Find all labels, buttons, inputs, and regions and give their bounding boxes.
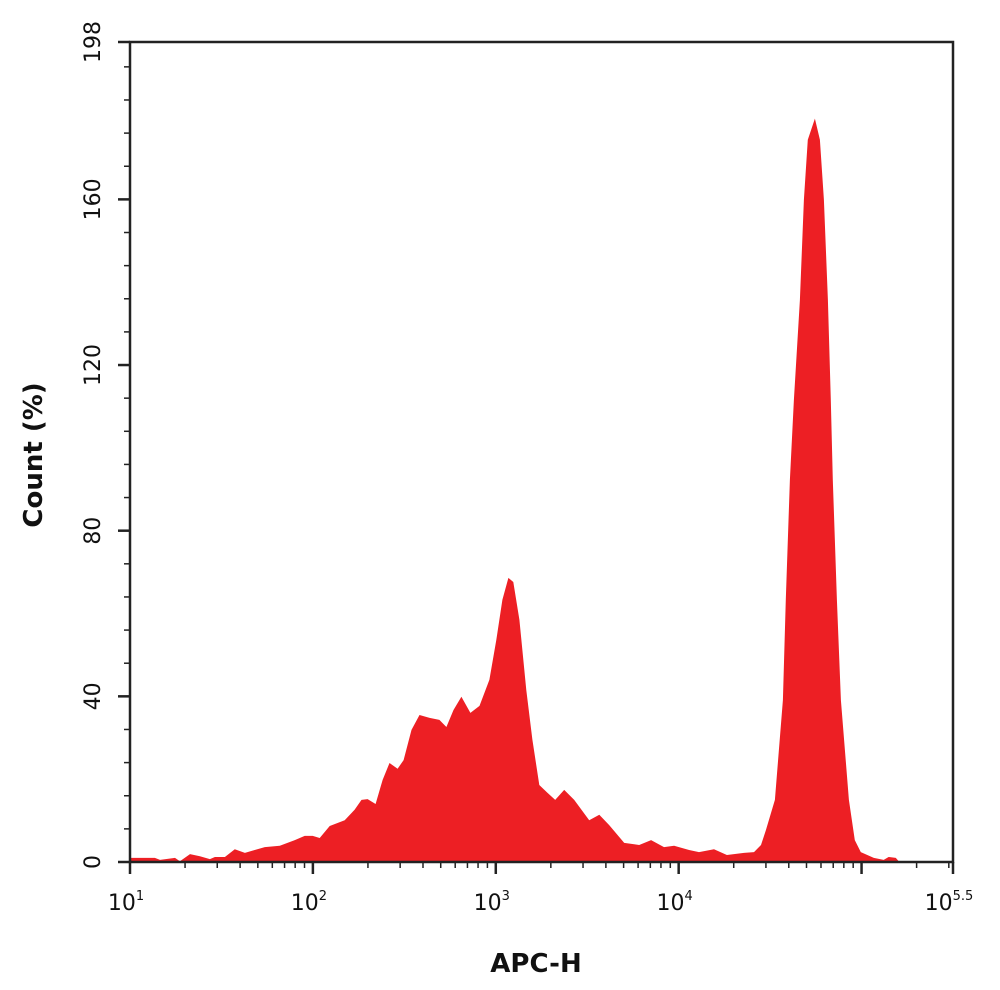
y-tick-label: 160 [81, 178, 106, 220]
y-axis-title: Count (%) [19, 382, 49, 527]
x-tick-label: 102 [291, 889, 327, 916]
y-tick-label: 80 [81, 517, 106, 545]
x-tick-label: 103 [474, 889, 510, 916]
x-tick-label: 104 [657, 889, 693, 916]
plot-frame [128, 40, 955, 864]
y-tick-label: 120 [81, 344, 106, 386]
x-axis-title: APC-H [490, 949, 581, 979]
x-axis: 101 102 103 104 105.5 [108, 862, 973, 916]
y-axis: 0 40 80 120 160 198 [81, 21, 130, 869]
y-tick-label: 0 [81, 855, 106, 869]
plot-border [128, 40, 955, 864]
x-tick-label: 105.5 [925, 889, 974, 916]
y-tick-label: 40 [81, 682, 106, 710]
x-tick-label: 101 [108, 889, 144, 916]
histogram-area [130, 118, 899, 863]
y-tick-label: 198 [81, 21, 106, 63]
